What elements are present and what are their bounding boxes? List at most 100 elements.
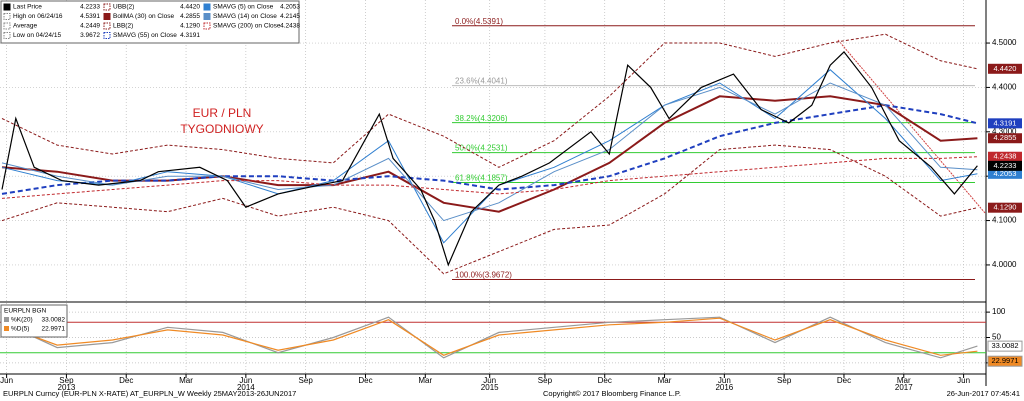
price-tag-label: 4.4420 [994,64,1017,73]
legend-box [0,0,300,44]
y-tick-label: 4.0000 [992,260,1017,269]
legend-value: 4.1290 [180,23,200,30]
legend-swatch [3,3,11,11]
year-label: 2016 [715,383,733,392]
x-tick-label: Jun [0,376,13,385]
legend-box [0,304,68,338]
x-tick-label: Sep [59,376,74,385]
fib-label: 100.0%(3.9672) [455,271,512,280]
legend-label: Average [13,23,37,30]
lower-title: EURPLN BGN [4,308,47,315]
price-tag-label: 4.2438 [994,152,1017,161]
legend-value: 4.2053 [280,4,300,11]
legend-label: Low on 04/24/15 [13,32,61,39]
year-label: 2015 [481,383,499,392]
price-tag [988,168,1022,179]
legend-swatch [3,32,11,39]
x-tick-label: Mar [179,376,193,385]
legend-swatch [103,13,111,20]
legend-value: 4.2438 [280,23,300,30]
legend-label: High on 06/24/16 [13,13,63,20]
oscillator-line [1,317,978,356]
legend-swatch [203,22,211,30]
price-tag-label: 4.3191 [994,118,1017,127]
fib-label: 23.6%(4.4041) [455,77,508,86]
fib-label: 50.0%(4.2531) [455,144,508,153]
trend-line [837,39,986,214]
legend-value: 4.2449 [80,23,100,30]
year-label: 2014 [237,383,255,392]
y-tick-label: 100 [992,307,1006,316]
price-tag-label: 4.2053 [994,169,1017,178]
legend-swatch [3,22,11,30]
oscillator-line [1,316,978,359]
legend-label: Last Price [13,4,42,11]
legend-label: BollMA (30) on Close [113,13,174,20]
overlay-line [1,156,978,199]
legend-value: 33.0082 [42,317,66,324]
price-tag [988,160,1022,171]
x-tick-label: Mar [658,376,672,385]
price-tag [988,63,1022,74]
legend: Last Price 4.2233 High on 06/24/16 4.5391 Av… [0,0,300,44]
footer-center: Copyright© 2017 Bloomberg Finance L.P. [543,389,681,398]
legend-label: %D(5) [11,326,29,333]
value-tag [987,355,1023,367]
lower-legend: EURPLN BGN %K(20) 33.0082 %D(5) 22.9971 [0,304,68,338]
legend-value: 4.2233 [80,4,100,11]
legend-swatch [4,317,9,322]
x-tick-label: Dec [358,376,372,385]
price-tag [988,202,1022,213]
x-tick-label: Dec [837,376,851,385]
value-tag-label: 33.0082 [991,341,1018,350]
x-tick-label: Sep [299,376,314,385]
x-tick-label: Dec [598,376,612,385]
overlay-line [1,33,978,168]
legend-value: 4.4420 [180,4,200,11]
legend-label: SMAVG (200) on Close [213,23,281,30]
price-tag-label: 4.2855 [994,133,1017,142]
legend-swatch [203,3,211,11]
x-tick-label: Dec [119,376,133,385]
y-tick-label: 4.3000 [992,127,1017,136]
annotation: EUR / PLN [193,106,252,120]
price-tag [988,118,1022,129]
year-label: 2013 [58,383,76,392]
y-tick-label: 4.1000 [992,216,1017,225]
legend-value: 4.2855 [180,13,200,20]
fib-label: 0.0%(4.5391) [455,17,503,26]
value-tag [987,340,1023,352]
price-tag [988,151,1022,162]
footer-left: EURPLN Curncy (EUR-PLN X-RATE) AT_EURPLN… [3,389,296,398]
legend-swatch [103,3,111,11]
legend-label: SMAVG (5) on Close [213,4,274,11]
overlay-line [1,104,978,195]
fib-label: 38.2%(4.3206) [455,114,508,123]
overlay-line [1,95,978,213]
legend-value: 3.9672 [80,32,100,39]
legend-swatch [203,13,211,20]
legend-swatch [103,22,111,30]
overlay-line [1,82,978,222]
legend-label: SMAVG (14) on Close [213,13,277,20]
y-tick-label: 4.4000 [992,83,1017,92]
legend-value: 4.3191 [180,32,200,39]
x-tick-label: Jun [718,376,731,385]
price-tag-label: 4.1290 [994,203,1017,212]
legend-swatch [103,32,111,39]
legend-swatch [3,13,11,20]
x-tick-label: Mar [418,376,432,385]
x-tick-label: Jun [957,376,970,385]
legend-swatch [4,326,9,331]
y-tick-label: 4.5000 [992,38,1017,47]
price-line [1,51,978,267]
footer-right: 26-Jun-2017 07:45:41 [947,389,1020,398]
x-tick-label: Jun [239,376,252,385]
year-label: 2017 [895,383,913,392]
annotation: TYGODNIOWY [180,122,263,136]
legend-value: 22.9971 [42,326,66,333]
legend-value: 4.2145 [280,13,300,20]
y-tick-label: 50 [992,333,1001,342]
